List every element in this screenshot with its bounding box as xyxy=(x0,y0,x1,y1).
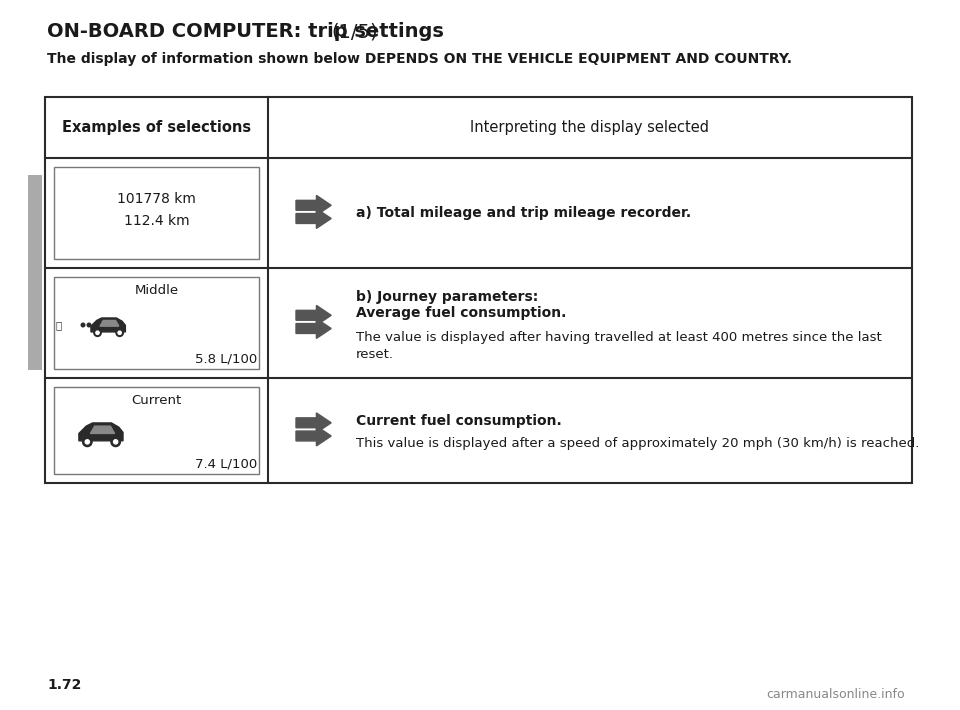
Polygon shape xyxy=(296,195,331,215)
Text: 101778 km: 101778 km xyxy=(117,192,196,206)
Text: 5.8 L/100: 5.8 L/100 xyxy=(195,352,257,366)
Bar xyxy=(45,97,912,483)
Text: The value is displayed after having travelled at least 400 metres since the last: The value is displayed after having trav… xyxy=(356,331,881,361)
Text: a) Total mileage and trip mileage recorder.: a) Total mileage and trip mileage record… xyxy=(356,206,691,220)
Bar xyxy=(54,277,259,369)
Circle shape xyxy=(116,329,123,337)
Circle shape xyxy=(83,437,92,447)
Polygon shape xyxy=(91,318,126,332)
Circle shape xyxy=(111,437,120,447)
Text: Interpreting the display selected: Interpreting the display selected xyxy=(470,120,709,135)
Circle shape xyxy=(118,331,121,334)
Bar xyxy=(54,387,259,474)
Text: b) Journey parameters:: b) Journey parameters: xyxy=(356,290,539,304)
Polygon shape xyxy=(296,209,331,229)
Text: This value is displayed after a speed of approximately 20 mph (30 km/h) is reach: This value is displayed after a speed of… xyxy=(356,437,920,449)
Circle shape xyxy=(87,323,91,327)
Polygon shape xyxy=(296,426,331,446)
Text: ⛽: ⛽ xyxy=(56,320,62,330)
Text: (1/5): (1/5) xyxy=(331,22,377,41)
Text: 7.4 L/100: 7.4 L/100 xyxy=(195,457,257,471)
Polygon shape xyxy=(296,413,331,432)
Text: Current fuel consumption.: Current fuel consumption. xyxy=(356,413,562,427)
Text: Examples of selections: Examples of selections xyxy=(62,120,252,135)
Text: Average fuel consumption.: Average fuel consumption. xyxy=(356,306,566,320)
Bar xyxy=(54,167,259,259)
Text: ON-BOARD COMPUTER: trip settings (1/5): ON-BOARD COMPUTER: trip settings (1/5) xyxy=(47,22,451,41)
Circle shape xyxy=(113,439,118,444)
Circle shape xyxy=(85,439,89,444)
Circle shape xyxy=(94,329,101,337)
Text: 112.4 km: 112.4 km xyxy=(124,214,189,228)
Polygon shape xyxy=(296,305,331,325)
Circle shape xyxy=(82,323,84,327)
Polygon shape xyxy=(79,423,123,441)
Text: carmanualsonline.info: carmanualsonline.info xyxy=(766,689,905,701)
Circle shape xyxy=(96,331,99,334)
Text: Middle: Middle xyxy=(134,285,179,297)
Polygon shape xyxy=(90,426,114,433)
Text: The display of information shown below DEPENDS ON THE VEHICLE EQUIPMENT AND COUN: The display of information shown below D… xyxy=(47,52,792,66)
Polygon shape xyxy=(296,319,331,339)
Polygon shape xyxy=(100,320,119,326)
Text: ON-BOARD COMPUTER: trip settings: ON-BOARD COMPUTER: trip settings xyxy=(47,22,450,41)
Text: 1.72: 1.72 xyxy=(47,678,82,692)
Bar xyxy=(28,175,42,370)
Text: Current: Current xyxy=(132,395,181,408)
